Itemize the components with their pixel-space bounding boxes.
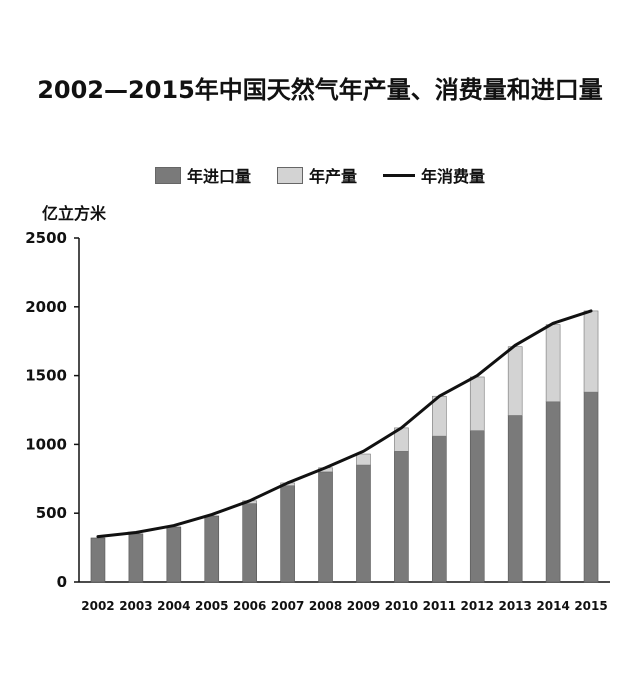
legend-swatch-imports bbox=[154, 166, 181, 184]
legend: 年进口量 年产量 年消费量 bbox=[0, 163, 640, 187]
x-tick-label: 2003 bbox=[119, 599, 152, 613]
x-tick-label: 2005 bbox=[195, 599, 228, 613]
legend-swatch-consumption bbox=[383, 173, 415, 177]
x-tick-label: 2008 bbox=[309, 599, 342, 613]
x-tick-label: 2012 bbox=[461, 599, 494, 613]
bar-imports-2010 bbox=[394, 450, 409, 583]
bar-imports-2011 bbox=[432, 435, 447, 583]
legend-item-imports: 年进口量 bbox=[154, 163, 251, 187]
legend-swatch-production bbox=[276, 166, 303, 184]
x-tick-label: 2009 bbox=[347, 599, 380, 613]
bar-imports-2015 bbox=[583, 391, 599, 583]
y-tick-label: 2000 bbox=[25, 298, 67, 316]
x-tick-label: 2011 bbox=[423, 599, 456, 613]
y-tick-label: 0 bbox=[57, 573, 67, 591]
x-tick-label: 2007 bbox=[271, 599, 304, 613]
x-tick-label: 2014 bbox=[536, 599, 569, 613]
legend-label-production: 年产量 bbox=[308, 167, 357, 186]
legend-item-consumption: 年消费量 bbox=[383, 163, 485, 187]
bar-imports-2008 bbox=[318, 471, 333, 583]
legend-label-imports: 年进口量 bbox=[186, 167, 251, 186]
bar-production-2012 bbox=[469, 376, 485, 431]
bar-imports-2007 bbox=[280, 485, 295, 583]
bar-imports-2014 bbox=[545, 401, 561, 583]
x-tick-label: 2015 bbox=[574, 599, 607, 613]
bar-imports-2009 bbox=[356, 464, 371, 583]
y-tick-label: 1000 bbox=[25, 435, 67, 453]
bar-production-2009 bbox=[356, 453, 371, 466]
bar-imports-2004 bbox=[166, 526, 182, 583]
bar-imports-2005 bbox=[204, 515, 220, 583]
x-tick-label: 2006 bbox=[233, 599, 266, 613]
bar-production-2015 bbox=[583, 310, 599, 393]
y-tick-label: 1500 bbox=[25, 367, 67, 385]
bar-imports-2002 bbox=[90, 537, 106, 583]
line-consumption bbox=[96, 309, 593, 539]
bar-production-2014 bbox=[545, 324, 561, 403]
bar-production-2013 bbox=[507, 346, 523, 416]
bar-imports-2003 bbox=[128, 533, 144, 583]
x-tick-label: 2004 bbox=[157, 599, 190, 613]
bar-imports-2006 bbox=[242, 503, 257, 583]
legend-item-production: 年产量 bbox=[276, 163, 357, 187]
y-axis-unit-label: 亿立方米 bbox=[42, 204, 107, 223]
bar-imports-2012 bbox=[469, 430, 485, 583]
x-tick-label: 2010 bbox=[385, 599, 418, 613]
x-tick-label: 2002 bbox=[81, 599, 114, 613]
x-tick-label: 2013 bbox=[498, 599, 531, 613]
legend-label-consumption: 年消费量 bbox=[421, 167, 486, 186]
y-tick-label: 2500 bbox=[25, 229, 67, 247]
y-tick-label: 500 bbox=[36, 504, 67, 522]
chart-title: 2002—2015年中国天然气年产量、消费量和进口量 bbox=[37, 76, 603, 104]
bar-imports-2013 bbox=[507, 415, 523, 583]
